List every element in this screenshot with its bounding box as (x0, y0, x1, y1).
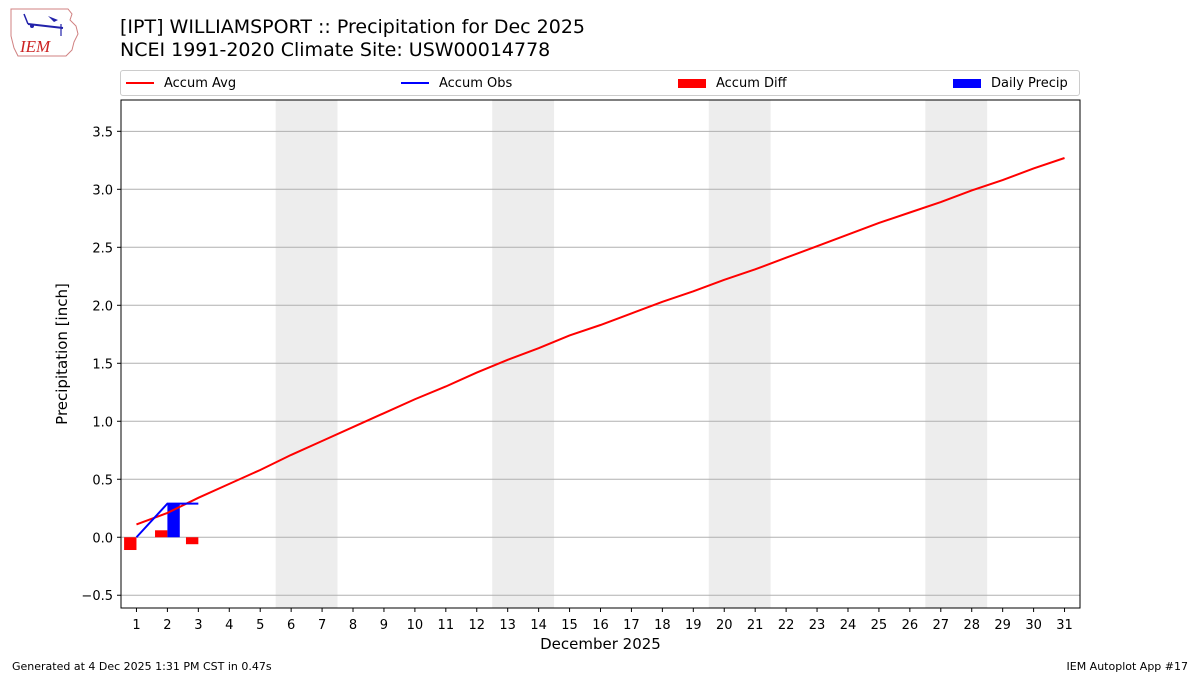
legend-label: Accum Avg (164, 75, 237, 91)
y-tick-label: 0.5 (92, 473, 113, 488)
accum-diff-bar (155, 530, 168, 538)
y-tick-label: 2.0 (92, 299, 113, 314)
y-tick-label: 0.0 (92, 531, 113, 546)
x-tick-label: 18 (654, 618, 671, 633)
x-tick-label: 9 (380, 618, 388, 633)
weekend-shade (275, 100, 338, 608)
x-tick-label: 5 (256, 618, 264, 633)
x-tick-label: 20 (716, 618, 733, 633)
x-tick-label: 25 (871, 618, 888, 633)
legend-item-accum-obs: Accum Obs (401, 71, 512, 95)
iem-logo: IEM (8, 6, 80, 58)
chart-title: [IPT] WILLIAMSPORT :: Precipitation for … (120, 16, 585, 38)
weekend-shade (925, 100, 988, 608)
legend-swatch-red-line (126, 82, 154, 84)
x-tick-label: 2 (163, 618, 171, 633)
legend-swatch-blue-box (953, 78, 981, 88)
y-tick-label: 3.0 (92, 183, 113, 198)
accum-obs-line (135, 502, 199, 538)
x-tick-label: 16 (592, 618, 609, 633)
x-tick-label: 19 (685, 618, 702, 633)
x-tick-label: 23 (809, 618, 826, 633)
x-tick-label: 22 (778, 618, 795, 633)
accum-diff-bar (124, 537, 137, 551)
x-tick-label: 12 (468, 618, 485, 633)
x-tick-label: 30 (1025, 618, 1042, 633)
app-label: IEM Autoplot App #17 (1066, 660, 1189, 673)
x-tick-label: 8 (349, 618, 357, 633)
legend-swatch-blue-line (401, 82, 429, 84)
x-tick-label: 7 (318, 618, 326, 633)
x-tick-label: 17 (623, 618, 640, 633)
x-tick-label: 6 (287, 618, 295, 633)
legend-label: Daily Precip (991, 75, 1068, 91)
x-axis-label: December 2025 (540, 635, 661, 653)
legend-item-accum-avg: Accum Avg (126, 71, 236, 95)
x-tick-label: 15 (561, 618, 578, 633)
legend-item-accum-diff: Accum Diff (678, 71, 787, 95)
x-tick-label: 29 (994, 618, 1011, 633)
y-tick-label: 1.5 (92, 357, 113, 372)
x-tick-label: 1 (132, 618, 140, 633)
x-tick-label: 24 (840, 618, 857, 633)
chart-legend: Accum Avg Accum Obs Accum Diff Daily Pre… (120, 70, 1080, 96)
y-tick-label: 1.0 (92, 415, 113, 430)
accum-avg-line (136, 157, 1065, 526)
x-tick-label: 10 (407, 618, 424, 633)
accum-diff-bar (185, 537, 199, 545)
x-tick-label: 11 (438, 618, 455, 633)
chart-subtitle: NCEI 1991-2020 Climate Site: USW00014778 (120, 39, 551, 61)
x-tick-label: 13 (499, 618, 516, 633)
x-tick-label: 3 (194, 618, 202, 633)
x-tick-label: 27 (933, 618, 950, 633)
legend-swatch-red-box (678, 78, 706, 88)
legend-label: Accum Diff (716, 75, 787, 91)
x-tick-label: 26 (902, 618, 919, 633)
x-tick-label: 4 (225, 618, 233, 633)
x-tick-label: 21 (747, 618, 764, 633)
legend-item-daily-precip: Daily Precip (953, 71, 1068, 95)
legend-label: Accum Obs (439, 75, 513, 91)
x-tick-label: 14 (530, 618, 547, 633)
y-tick-label: 2.5 (92, 241, 113, 256)
y-axis-label: Precipitation [inch] (53, 283, 71, 425)
y-tick-label: −0.5 (81, 589, 113, 604)
x-tick-label: 31 (1056, 618, 1073, 633)
x-tick-label: 28 (963, 618, 980, 633)
svg-text:IEM: IEM (19, 37, 51, 56)
weekend-shade (708, 100, 771, 608)
generated-timestamp: Generated at 4 Dec 2025 1:31 PM CST in 0… (12, 660, 272, 673)
y-tick-label: 3.5 (92, 125, 113, 140)
